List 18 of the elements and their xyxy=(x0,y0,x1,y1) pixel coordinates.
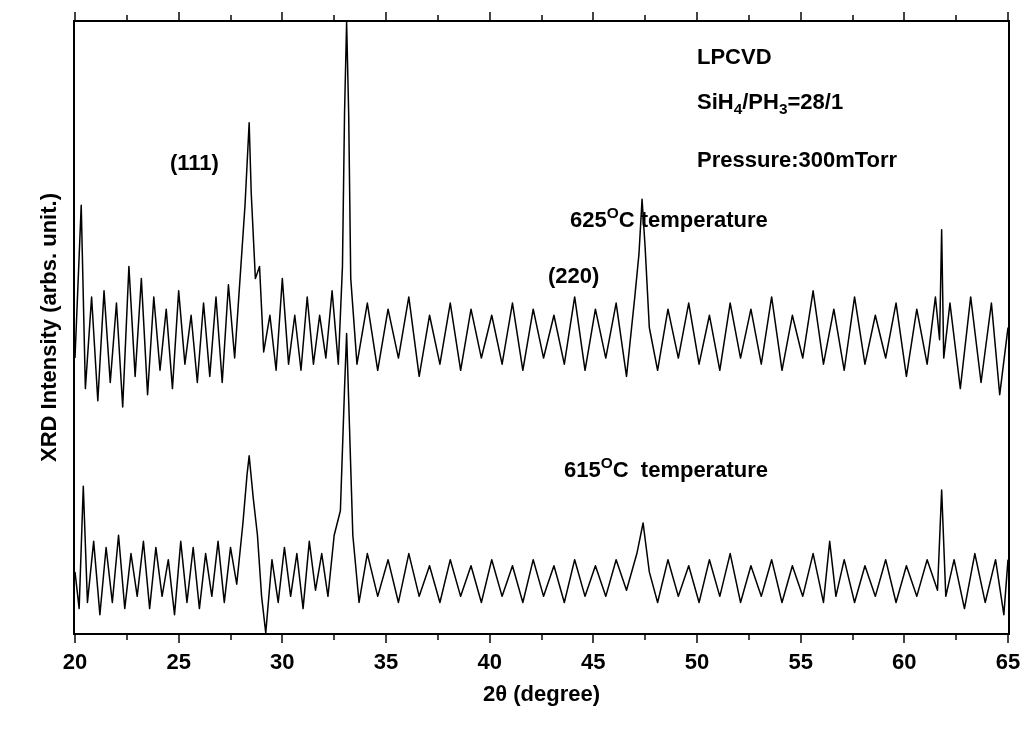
x-tick-label: 50 xyxy=(684,649,710,675)
annotation: LPCVD xyxy=(697,44,772,69)
annotation: (111) xyxy=(170,150,219,175)
annotation: SiH$_{4}$/PH$_{3}$=28/1 xyxy=(697,89,844,117)
annotation: Pressure:300mTorr xyxy=(697,147,898,172)
x-tick-label: 65 xyxy=(995,649,1021,675)
x-tick-label: 20 xyxy=(62,649,88,675)
x-tick-label: 60 xyxy=(892,649,917,675)
x-tick-label: 55 xyxy=(788,649,813,675)
annotation: (220) xyxy=(548,263,600,288)
text: 615$^{O}$C temperature xyxy=(564,454,768,483)
x-tick-label: 35 xyxy=(373,649,399,675)
x-tick-label: 30 xyxy=(270,649,295,675)
x-axis-title: 2θ (degree) xyxy=(482,680,601,706)
x-tick-label: 45 xyxy=(581,649,606,675)
x-tick-label: 25 xyxy=(166,649,191,675)
y-axis-title: XRD Intensity (arbs. unit.) xyxy=(36,193,62,462)
x-tick-label: 40 xyxy=(477,649,502,675)
